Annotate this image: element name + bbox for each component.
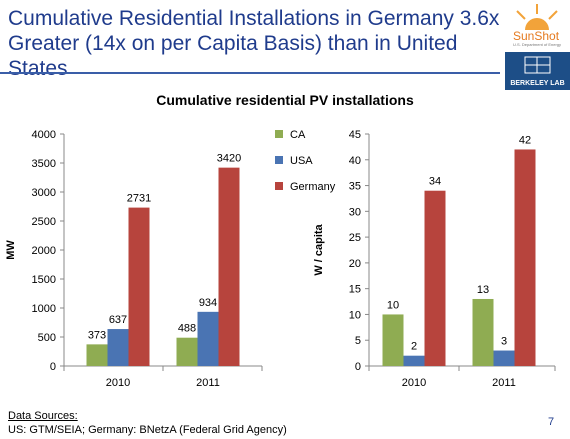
y-tick-label: 25 [349, 232, 361, 244]
data-label: 3420 [217, 153, 241, 165]
data-label: 2 [411, 341, 417, 353]
y-tick-label: 35 [349, 181, 361, 193]
bar-germany-2010 [128, 207, 150, 366]
x-tick-label: 2011 [492, 377, 516, 389]
y-tick-label: 3000 [32, 187, 56, 199]
bar-germany-2011 [514, 149, 536, 366]
bar-ca-2011 [472, 298, 494, 366]
legend-swatch-germany [275, 182, 283, 190]
y-tick-label: 500 [38, 332, 56, 344]
y-tick-label: 4000 [32, 129, 56, 141]
bar-germany-2011 [218, 167, 240, 366]
data-label: 934 [199, 297, 217, 309]
chart-title: Cumulative residential PV installations [156, 92, 414, 108]
bar-ca-2010 [382, 314, 404, 366]
y-tick-label: 10 [349, 309, 361, 321]
data-label: 637 [109, 314, 127, 326]
sunshot-logo: SunShot U.S. Department of Energy BERKEL… [505, 0, 570, 90]
bar-germany-2010 [424, 190, 446, 366]
bar-ca-2010 [86, 344, 108, 366]
berkeley-lab-text: BERKELEY LAB [510, 80, 565, 87]
berkeley-lab-logo: BERKELEY LAB [505, 52, 570, 90]
data-label: 10 [387, 299, 399, 311]
data-label: 13 [477, 284, 489, 296]
y-tick-label: 3500 [32, 158, 56, 170]
y-tick-label: 45 [349, 129, 361, 141]
y-tick-label: 1500 [32, 274, 56, 286]
data-label: 2731 [127, 193, 151, 205]
legend-label-ca: CA [290, 129, 306, 141]
x-tick-label: 2010 [402, 377, 426, 389]
sunshot-logo-top: SunShot U.S. Department of Energy [505, 0, 570, 47]
data-label: 34 [429, 176, 441, 188]
legend-swatch-ca [275, 130, 283, 138]
slide-title: Cumulative Residential Installations in … [8, 7, 500, 80]
y-axis-title: MW [5, 240, 17, 260]
y-tick-label: 0 [50, 361, 56, 373]
x-tick-label: 2010 [106, 377, 130, 389]
bar-ca-2011 [176, 337, 198, 366]
page-number: 7 [548, 416, 555, 428]
y-tick-label: 2000 [32, 245, 56, 257]
x-tick-label: 2011 [196, 377, 220, 389]
data-label: 373 [88, 329, 106, 341]
y-axis-title: W / capita [313, 223, 325, 275]
y-tick-label: 40 [349, 155, 361, 167]
sunshot-logo-subtitle: U.S. Department of Energy [513, 42, 562, 47]
data-sources-title: Data Sources: [8, 410, 78, 422]
y-tick-label: 1000 [32, 303, 56, 315]
sunshot-logo-text: SunShot [513, 29, 560, 43]
y-tick-label: 15 [349, 284, 361, 296]
y-tick-label: 2500 [32, 216, 56, 228]
data-sources-text: US: GTM/SEIA; Germany: BNetzA (Federal G… [8, 424, 287, 436]
data-label: 3 [501, 336, 507, 348]
bar-usa-2011 [197, 311, 219, 366]
bar-usa-2011 [493, 350, 515, 366]
y-tick-label: 20 [349, 258, 361, 270]
y-tick-label: 0 [355, 361, 361, 373]
legend-label-usa: USA [290, 155, 313, 167]
legend-swatch-usa [275, 156, 283, 164]
bar-usa-2010 [403, 355, 425, 366]
bar-usa-2010 [107, 329, 129, 366]
data-label: 42 [519, 134, 531, 146]
title-divider [0, 72, 500, 74]
berkeley-lab-emblem-icon [524, 56, 551, 74]
y-tick-label: 5 [355, 335, 361, 347]
y-tick-label: 30 [349, 206, 361, 218]
data-label: 488 [178, 323, 196, 335]
legend-label-germany: Germany [290, 181, 336, 193]
